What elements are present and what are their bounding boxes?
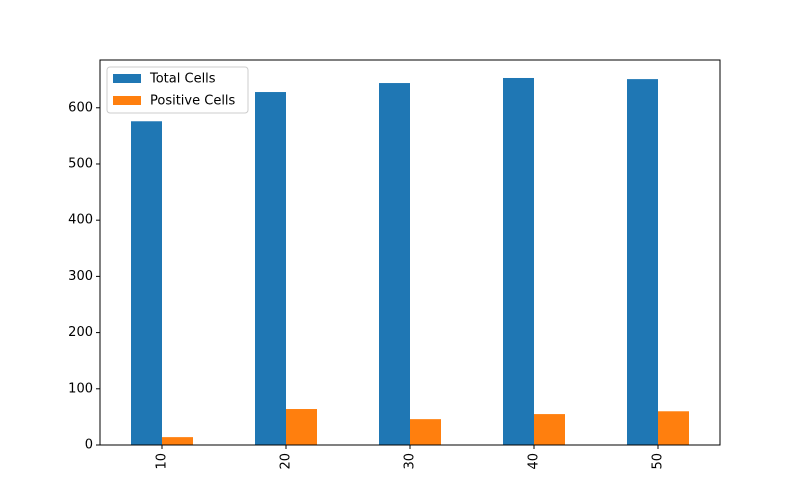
bar-positive-cells-30 bbox=[410, 419, 441, 445]
bar-total-cells-30 bbox=[379, 83, 410, 445]
bar-total-cells-40 bbox=[503, 77, 534, 445]
legend-label: Total Cells bbox=[149, 72, 216, 87]
x-axis: 10 20 30 40 50 bbox=[155, 445, 666, 470]
legend-swatch bbox=[113, 96, 141, 105]
bars-group bbox=[131, 77, 689, 446]
y-tick-label: 0 bbox=[85, 438, 93, 453]
x-tick-label: 30 bbox=[403, 453, 418, 470]
y-tick-label: 500 bbox=[68, 156, 93, 171]
x-tick-label: 10 bbox=[155, 453, 170, 470]
bar-positive-cells-20 bbox=[286, 409, 317, 445]
y-tick-label: 300 bbox=[68, 269, 93, 284]
y-tick-label: 200 bbox=[68, 325, 93, 340]
bar-total-cells-10 bbox=[131, 121, 162, 446]
legend-swatch bbox=[113, 74, 141, 83]
bar-positive-cells-10 bbox=[162, 437, 193, 445]
legend-box bbox=[106, 66, 249, 114]
x-tick-label: 20 bbox=[279, 453, 294, 470]
x-tick-label: 40 bbox=[527, 453, 542, 470]
legend-label: Positive Cells bbox=[150, 94, 236, 109]
bar-total-cells-20 bbox=[255, 92, 286, 445]
y-tick-label: 400 bbox=[68, 213, 93, 228]
bar-positive-cells-50 bbox=[658, 411, 689, 445]
y-axis: 0 100 200 300 400 500 600 bbox=[68, 100, 100, 453]
bar-total-cells-50 bbox=[627, 79, 658, 445]
y-tick-label: 100 bbox=[68, 381, 93, 396]
bar-positive-cells-40 bbox=[534, 414, 565, 445]
y-tick-label: 600 bbox=[68, 100, 93, 115]
x-tick-label: 50 bbox=[651, 453, 666, 470]
legend: Total Cells Positive Cells bbox=[106, 66, 249, 114]
